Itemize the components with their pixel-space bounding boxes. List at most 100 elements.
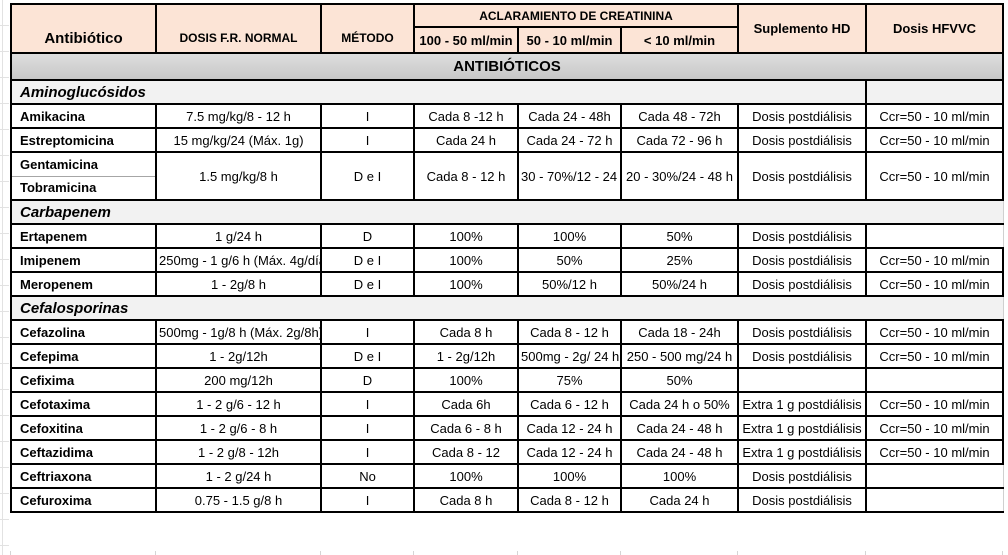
drug-name-cell: Cefepima [10, 343, 157, 369]
hfvvc-cell [865, 223, 1004, 249]
hd-cell: Extra 1 g postdiálisis [737, 391, 868, 417]
dose-cell: 1 - 2 g/6 - 12 h [155, 391, 322, 417]
hfvvc-cell: Ccr=50 - 10 ml/min [865, 151, 1005, 201]
dose-cell: 1.5 mg/kg/8 h [155, 151, 322, 201]
dose-cell: 200 mg/12h [155, 367, 322, 393]
hd-cell: Dosis postdiálisis [737, 151, 868, 201]
table-row: Ertapenem 1 g/24 h D 100% 100% 50% Dosis… [10, 223, 1004, 249]
section-label: Carbapenem [9, 199, 1004, 225]
ccr-50-10-cell: Cada 12 - 24 h [517, 415, 622, 441]
dose-cell: 1 - 2g/8 h [155, 271, 322, 297]
drug-name-cell: Cefuroxima [10, 487, 157, 513]
hd-cell: Dosis postdiálisis [737, 127, 868, 153]
method-cell: D [320, 367, 415, 393]
drug-name-cell: Ceftazidima [10, 439, 157, 465]
ccr-50-10-cell: Cada 24 - 48h [517, 103, 622, 129]
ccr-100-50-cell: 100% [413, 463, 519, 489]
ccr-100-50-cell: Cada 8 - 12 [413, 439, 519, 465]
ccr-lt10-cell: Cada 24 - 48 h [619, 439, 740, 465]
ccr-50-10-cell: 50%/12 h [517, 271, 622, 297]
table-row: Cefuroxima 0.75 - 1.5 g/8 h I Cada 8 h C… [10, 487, 1004, 513]
table-row: Cefotaxima 1 - 2 g/6 - 12 h I Cada 6h Ca… [10, 391, 1005, 417]
ccr-50-10-cell: Cada 24 - 72 h [517, 127, 622, 153]
hd-cell: Dosis postdiálisis [737, 319, 868, 345]
ccr-100-50-cell: Cada 6 - 8 h [413, 415, 519, 441]
hd-cell: Dosis postdiálisis [737, 247, 868, 273]
dose-cell: 1 - 2g/12h [155, 343, 322, 369]
dose-cell: 250mg - 1 g/6 h (Máx. 4g/día) [155, 247, 322, 273]
hd-cell: Dosis postdiálisis [737, 463, 868, 489]
table-row: Tobramicina [10, 175, 1003, 201]
table-row: Cefoxitina 1 - 2 g/6 - 8 h I Cada 6 - 8 … [10, 415, 1005, 441]
excel-gridline-stub [1002, 551, 1003, 555]
dose-cell: 7.5 mg/kg/8 - 12 h [155, 103, 322, 129]
drug-name-cell: Cefotaxima [10, 391, 157, 417]
ccr-100-50-cell: 100% [413, 367, 519, 393]
table-row: Cefazolina 500mg - 1g/8 h (Máx. 2g/8h) I… [10, 319, 1005, 345]
ccr-100-50-cell: Cada 8 h [413, 319, 519, 345]
hd-cell: Dosis postdiálisis [737, 487, 868, 513]
ccr-lt10-cell: 20 - 30%/24 - 48 h [619, 151, 740, 201]
section-label: Cefalosporinas [9, 295, 1004, 321]
method-cell: No [320, 463, 415, 489]
ccr-100-50-cell: 100% [413, 223, 519, 249]
table-row: Ceftriaxona 1 - 2 g/24 h No 100% 100% 10… [10, 463, 1004, 489]
drug-name-cell: Cefoxitina [10, 415, 157, 441]
ccr-lt10-cell: Cada 48 - 72h [619, 103, 740, 129]
table-row: Estreptomicina 15 mg/kg/24 (Máx. 1g) I C… [10, 127, 1005, 153]
header-clearance-100-50: 100 - 50 ml/min [413, 26, 519, 54]
method-cell: D e I [320, 343, 415, 369]
ccr-100-50-cell: 100% [413, 271, 519, 297]
drug-name-cell: Amikacina [10, 103, 157, 129]
table-title: ANTIBIÓTICOS [9, 52, 1005, 81]
excel-gridline-stub [413, 551, 414, 555]
excel-gridline-gutter [0, 0, 9, 555]
method-cell: I [320, 487, 415, 513]
excel-gridline-stub [865, 551, 866, 555]
method-cell: I [320, 319, 415, 345]
method-cell: I [320, 391, 415, 417]
section-label: Aminoglucósidos [9, 79, 868, 105]
ccr-100-50-cell: Cada 8 h [413, 487, 519, 513]
method-cell: D e I [320, 247, 415, 273]
ccr-lt10-cell: Cada 24 h [619, 487, 740, 513]
header-hd-supplement: Suplemento HD [737, 3, 868, 54]
table-row: Ceftazidima 1 - 2 g/8 - 12h I Cada 8 - 1… [10, 439, 1005, 465]
drug-name-cell: Imipenem [10, 247, 157, 273]
section-row-cefalosporinas: Cefalosporinas [9, 295, 1004, 321]
ccr-100-50-cell: 100% [413, 247, 519, 273]
hfvvc-cell: Ccr=50 - 10 ml/min [865, 343, 1005, 369]
ccr-50-10-cell: 100% [517, 463, 622, 489]
header-hfvvc-dose: Dosis HFVVC [865, 3, 1005, 54]
section-empty-cell [865, 79, 1005, 105]
drug-name-cell: Cefixima [10, 367, 157, 393]
ccr-50-10-cell: Cada 8 - 12 h [517, 487, 622, 513]
drug-name-cell: Cefazolina [10, 319, 157, 345]
method-cell: I [320, 103, 415, 129]
table-row: Cefixima 200 mg/12h D 100% 75% 50% [10, 367, 1005, 393]
hfvvc-cell: Ccr=50 - 10 ml/min [865, 247, 1005, 273]
ccr-lt10-cell: 50% [619, 367, 740, 393]
antibiotic-dosing-table: Antibiótico DOSIS F.R. NORMAL MÉTODO ACL… [9, 3, 1005, 513]
header-method: MÉTODO [320, 3, 415, 54]
ccr-lt10-cell: 50% [619, 223, 740, 249]
ccr-50-10-cell: Cada 8 - 12 h [517, 319, 622, 345]
excel-gridline-stub [517, 551, 518, 555]
ccr-lt10-cell: 100% [619, 463, 740, 489]
table-row: Cefepima 1 - 2g/12h D e I 1 - 2g/12h 500… [10, 343, 1005, 369]
hd-cell [737, 367, 868, 393]
ccr-100-50-cell: Cada 6h [413, 391, 519, 417]
excel-gridline-stub [620, 551, 621, 555]
hd-cell: Dosis postdiálisis [737, 343, 868, 369]
header-clearance-50-10: 50 - 10 ml/min [517, 26, 622, 54]
drug-name-cell: Ceftriaxona [10, 463, 157, 489]
ccr-50-10-cell: 75% [517, 367, 622, 393]
hfvvc-cell [865, 463, 1004, 489]
hfvvc-cell: Ccr=50 - 10 ml/min [865, 391, 1005, 417]
hfvvc-cell: Ccr=50 - 10 ml/min [865, 103, 1005, 129]
hd-cell: Extra 1 g postdiálisis [737, 439, 868, 465]
header-dose: DOSIS F.R. NORMAL [155, 3, 322, 54]
ccr-lt10-cell: 250 - 500 mg/24 h [619, 343, 740, 369]
dose-cell: 15 mg/kg/24 (Máx. 1g) [155, 127, 322, 153]
excel-gridline-stub [155, 551, 156, 555]
